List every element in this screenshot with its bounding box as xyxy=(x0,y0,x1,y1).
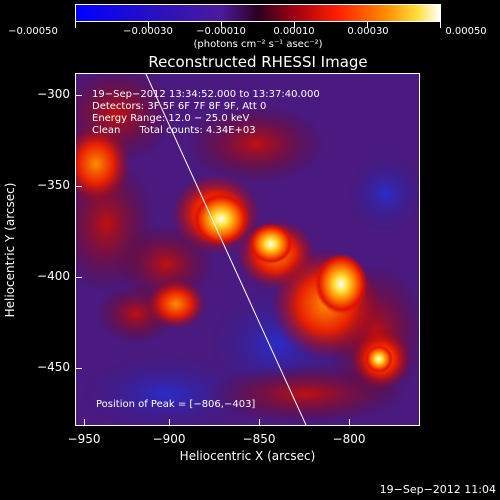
info-detectors: Detectors: 3F 5F 6F 7F 8F 9F, Att 0 xyxy=(92,101,267,112)
x-axis-label: Heliocentric X (arcsec) xyxy=(179,449,316,463)
x-tick-label: −850 xyxy=(242,432,276,446)
colorbar-tick-label: 0.00010 xyxy=(273,26,315,37)
y-tick xyxy=(75,186,82,187)
x-tick xyxy=(349,419,350,426)
colorbar-tick xyxy=(367,22,368,28)
y-tick-label: −450 xyxy=(37,360,70,374)
y-tick xyxy=(75,277,82,278)
info-energy-range: Energy Range: 12.0 − 25.0 keV xyxy=(92,113,250,124)
y-tick-label: −400 xyxy=(37,269,70,283)
info-algorithm-counts: Clean Total counts: 4.34E+03 xyxy=(92,125,256,136)
x-tick-label: −900 xyxy=(152,432,186,446)
rhessi-image xyxy=(76,74,419,425)
info-time-range: 19−Sep−2012 13:34:52.000 to 13:37:40.000 xyxy=(92,89,320,100)
x-tick-label: −800 xyxy=(332,432,366,446)
solar-limb-line xyxy=(145,74,307,425)
colorbar-units: (photons cm⁻² s⁻¹ asec⁻²) xyxy=(193,39,323,50)
peak-position: Position of Peak = [−806,−403] xyxy=(96,399,256,410)
y-tick xyxy=(75,368,82,369)
y-tick xyxy=(75,95,82,96)
colorbar-tick xyxy=(294,22,295,28)
colorbar-tick-label: −0.00050 xyxy=(8,26,58,37)
colorbar-tick-label: −0.00010 xyxy=(196,26,246,37)
colorbar-tick-label: −0.00030 xyxy=(123,26,173,37)
colorbar-tick xyxy=(75,22,76,28)
x-tick xyxy=(84,419,85,426)
y-axis-label: Heliocentric Y (arcsec) xyxy=(3,182,17,318)
colorbar-tick xyxy=(440,22,441,28)
timestamp: 19−Sep−2012 11:04 xyxy=(379,483,496,496)
image-plot: 19−Sep−2012 13:34:52.000 to 13:37:40.000… xyxy=(75,73,420,426)
x-tick-label: −950 xyxy=(67,432,101,446)
plot-title: Reconstructed RHESSI Image xyxy=(148,53,368,71)
colorbar xyxy=(75,4,441,22)
y-tick-label: −300 xyxy=(37,87,70,101)
x-tick xyxy=(169,419,170,426)
x-tick xyxy=(259,419,260,426)
colorbar-tick xyxy=(148,22,149,28)
colorbar-tick xyxy=(221,22,222,28)
colorbar-tick-label: 0.00050 xyxy=(445,26,487,37)
colorbar-gradient xyxy=(76,5,440,21)
y-tick-label: −350 xyxy=(37,178,70,192)
colorbar-tick-label: 0.00030 xyxy=(347,26,389,37)
